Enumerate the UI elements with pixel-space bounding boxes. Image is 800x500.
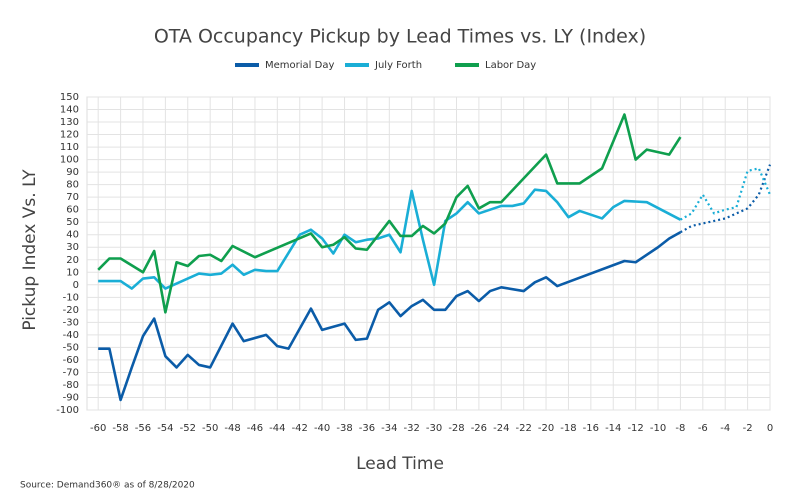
y-tick-label: 120	[60, 130, 79, 141]
series-line-forecast	[679, 167, 772, 221]
x-tick-label: -58	[112, 423, 128, 434]
x-tick-label: -8	[675, 423, 685, 434]
x-tick-label: -32	[404, 423, 420, 434]
y-tick-label: -90	[63, 392, 79, 403]
x-tick-label: -24	[493, 423, 509, 434]
x-tick-label: -54	[157, 423, 173, 434]
x-tick-label: -28	[448, 423, 464, 434]
x-tick-label: -56	[135, 423, 151, 434]
x-tick-label: 0	[767, 423, 773, 434]
x-tick-label: -36	[359, 423, 375, 434]
y-tick-label: 20	[66, 255, 79, 266]
series-line	[98, 188, 682, 290]
y-tick-label: 140	[60, 105, 79, 116]
x-tick-label: -44	[269, 423, 285, 434]
y-tick-label: -60	[63, 355, 79, 366]
series-line-forecast	[679, 164, 772, 234]
legend-label: Labor Day	[485, 60, 536, 71]
source-note: Source: Demand360® as of 8/28/2020	[20, 481, 195, 491]
x-tick-label: -48	[224, 423, 240, 434]
x-tick-label: -6	[698, 423, 708, 434]
x-tick-label: -10	[650, 423, 666, 434]
x-tick-label: -2	[743, 423, 753, 434]
series-line	[98, 231, 682, 402]
x-tick-label: -52	[180, 423, 196, 434]
x-axis-title: Lead Time	[356, 454, 444, 474]
x-tick-label: -34	[381, 423, 397, 434]
x-tick-label: -16	[583, 423, 599, 434]
x-tick-label: -50	[202, 423, 218, 434]
y-tick-label: 130	[60, 117, 79, 128]
x-tick-label: -42	[292, 423, 308, 434]
y-tick-label: 110	[60, 142, 79, 153]
y-tick-label: 80	[66, 180, 79, 191]
y-tick-label: -40	[63, 330, 79, 341]
y-tick-label: 40	[66, 230, 79, 241]
legend-label: July Forth	[374, 60, 422, 71]
x-tick-label: -46	[247, 423, 263, 434]
x-tick-label: -20	[538, 423, 554, 434]
x-tick-label: -60	[90, 423, 106, 434]
x-tick-label: -40	[314, 423, 330, 434]
y-tick-label: -20	[63, 305, 79, 316]
y-tick-label: -80	[63, 380, 79, 391]
x-tick-label: -18	[560, 423, 576, 434]
plot-area	[86, 96, 771, 411]
x-tick-label: -4	[720, 423, 730, 434]
y-tick-label: -50	[63, 342, 79, 353]
y-tick-label: -10	[63, 292, 79, 303]
y-tick-label: 30	[66, 242, 79, 253]
y-tick-label: 90	[66, 167, 79, 178]
x-tick-label: -12	[627, 423, 643, 434]
y-tick-label: 10	[66, 267, 79, 278]
y-tick-label: 150	[60, 92, 79, 103]
x-tick-label: -14	[605, 423, 621, 434]
x-tick-label: -26	[471, 423, 487, 434]
x-tick-label: -30	[426, 423, 442, 434]
chart-title: OTA Occupancy Pickup by Lead Times vs. L…	[154, 26, 646, 48]
series-line	[97, 113, 682, 314]
y-tick-label: -30	[63, 317, 79, 328]
y-tick-label: 60	[66, 205, 79, 216]
legend-label: Memorial Day	[265, 60, 334, 71]
x-tick-label: -38	[336, 423, 352, 434]
x-tick-label: -22	[516, 423, 532, 434]
y-tick-label: 0	[73, 280, 79, 291]
y-tick-label: -70	[63, 367, 79, 378]
y-axis-title: Pickup Index Vs. LY	[20, 169, 40, 331]
y-tick-label: 70	[66, 192, 79, 203]
y-tick-label: 100	[60, 155, 79, 166]
y-tick-label: 50	[66, 217, 79, 228]
y-tick-label: -100	[56, 405, 79, 416]
